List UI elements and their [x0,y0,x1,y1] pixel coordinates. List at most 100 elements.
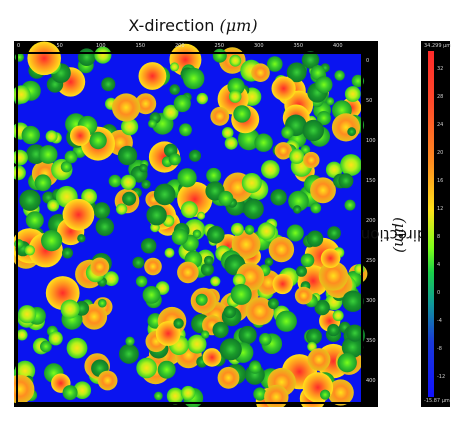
particle [296,265,307,277]
particle [200,262,214,276]
particle [62,198,95,231]
particle [90,257,110,277]
particle [245,297,274,326]
particle [155,321,181,346]
particle [144,257,162,276]
y-axis-title: Y-direction (μm) [361,155,440,315]
particle [219,338,242,361]
particle [108,174,122,188]
particle [241,173,262,193]
particle [310,177,336,204]
particle [171,228,189,245]
particle [34,174,52,192]
particle [233,105,251,123]
particle [177,168,197,188]
particle [341,336,364,358]
y-tick-label: 100 [366,138,376,144]
particle [270,189,287,206]
particle [94,46,112,64]
particle [122,191,137,206]
particle [177,261,199,284]
colorbar-tick: 8 [437,234,441,240]
particle [229,54,242,67]
particle [139,163,148,173]
particle [267,298,279,310]
particle [244,224,255,235]
y-tick-label: 0 [366,58,370,64]
particle [146,205,167,226]
particle [41,230,63,252]
particle [275,310,297,332]
particle [153,183,176,206]
particle [138,62,167,90]
colorbar-tick: 0 [437,290,441,296]
particle [197,211,206,220]
particle [98,298,107,308]
colorbar-tick: 20 [437,150,444,156]
particle [164,247,175,258]
particle [97,370,118,391]
map-border [16,52,363,404]
colorbar-tick: 4 [437,262,441,268]
particle [183,67,205,90]
particle [202,348,222,367]
particle [320,248,341,268]
particle [347,127,357,137]
particle [163,104,179,121]
particle [221,127,234,139]
particle [135,275,148,288]
particle [27,41,61,76]
colorbar-tick: 32 [437,66,444,72]
particle [14,239,24,249]
particle [19,189,41,211]
particle [231,222,244,236]
particle [40,340,52,353]
particle [141,179,151,189]
x-axis-title: X-direction (μm) [0,16,386,35]
particle [223,305,237,319]
particle [196,92,208,105]
particle [259,333,272,346]
particle [180,385,196,401]
colorbar-tick: -8 [437,346,442,352]
particle [60,299,80,319]
particle [18,305,37,324]
particle [253,387,267,401]
particle [264,257,274,267]
particle [142,286,161,304]
x-tick-label: 200 [175,43,185,49]
particle [77,234,86,243]
particle [327,379,354,406]
particle [45,130,58,143]
particle [77,48,96,66]
particle [101,77,116,92]
particle [14,374,35,404]
particle [66,337,88,359]
particle [217,366,240,389]
colorbar-gradient [428,51,434,397]
particle [254,133,273,152]
particle [342,290,364,312]
particle [132,256,145,269]
particle [337,353,357,373]
y-tick-label: 150 [366,178,376,184]
particle [251,63,270,82]
particle [274,142,292,160]
particle [231,230,261,259]
particle [179,123,192,137]
particle [119,344,139,364]
colorbar-tick: 12 [437,206,444,212]
particle [306,230,324,247]
particle [332,310,344,322]
particle [224,136,238,150]
y-tick-label: 250 [366,258,376,264]
particle [166,387,184,405]
particle [203,255,214,266]
x-tick-label: 150 [135,43,146,49]
particle [327,226,341,240]
particle [218,190,234,206]
particle [315,76,333,94]
particle [187,334,207,354]
x-axis-title-text: X-direction [128,16,220,35]
particle [248,361,262,374]
